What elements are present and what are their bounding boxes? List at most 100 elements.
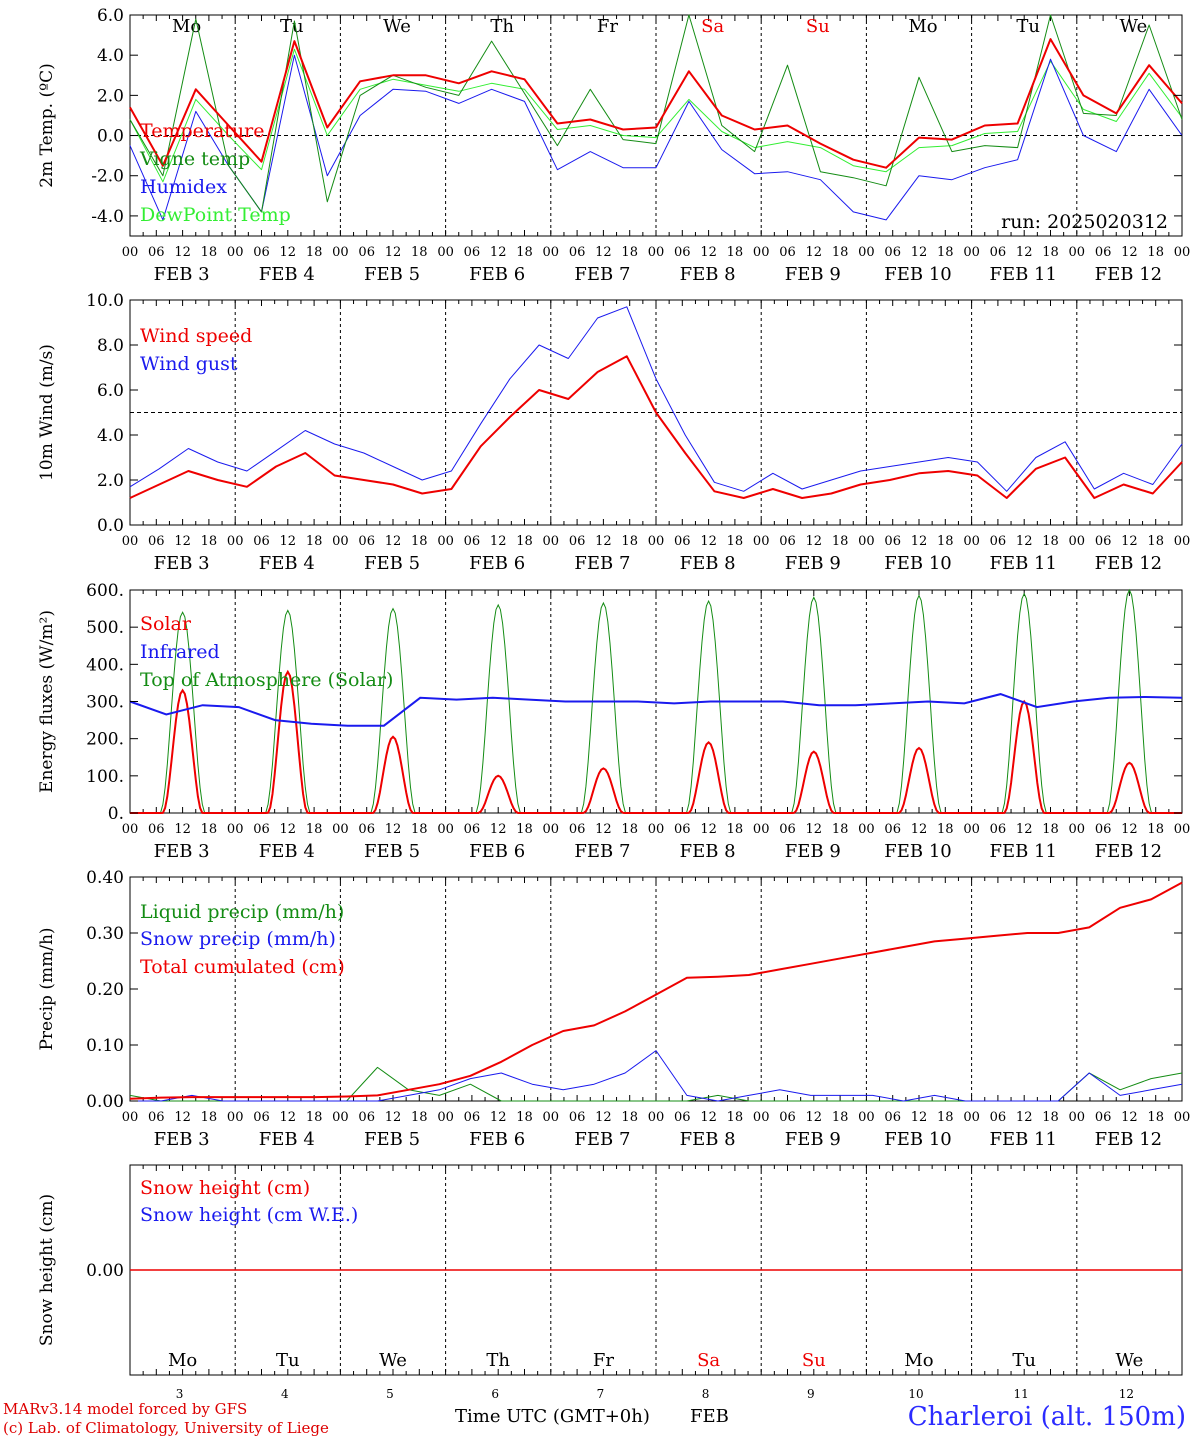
run-annotation: run: 2025020312 [1001,211,1168,233]
hour-tick-label: 00 [332,245,349,260]
hour-tick-label: 06 [358,1110,375,1125]
hour-tick-label: 18 [1042,534,1059,549]
hour-tick-label: 00 [122,822,139,837]
y-tick-label: 6.0 [97,381,124,401]
date-label: FEB 9 [785,264,841,285]
hour-tick-label: 00 [437,534,454,549]
hour-tick-label: 18 [832,534,849,549]
hour-tick-label: 18 [621,534,638,549]
hour-tick-label: 18 [621,245,638,260]
y-tick-label: 0.00 [86,1092,124,1112]
hour-tick-label: 06 [990,534,1007,549]
hour-tick-label: 12 [490,822,507,837]
series-line-dewpoint-temp [129,48,1183,183]
hour-tick-label: 18 [306,245,323,260]
y-tick-label: 0.20 [86,980,124,1000]
hour-tick-label: 00 [122,245,139,260]
hour-tick-label: 06 [884,534,901,549]
hour-tick-label: 00 [963,534,980,549]
hour-tick-label: 06 [1095,534,1112,549]
hour-tick-label: 18 [306,822,323,837]
y-tick-label: 0.0 [97,516,124,536]
hour-tick-label: 00 [648,1110,665,1125]
hour-tick-label: 06 [674,1110,691,1125]
hour-tick-label: 06 [569,822,586,837]
hour-tick-label: 06 [253,245,270,260]
weekday-label: Th [486,1350,510,1371]
hour-tick-label: 00 [227,1110,244,1125]
hour-tick-label: 12 [280,822,297,837]
hour-tick-label: 12 [1016,1110,1033,1125]
hour-tick-label: 12 [1121,534,1138,549]
hour-tick-label: 00 [332,1110,349,1125]
hour-tick-label: 18 [621,822,638,837]
hour-tick-label: 12 [700,1110,717,1125]
hour-tick-label: 18 [306,1110,323,1125]
hour-tick-label: 12 [806,822,823,837]
y-tick-label: 2.0 [97,86,124,106]
hour-tick-label: 00 [753,1110,770,1125]
hour-tick-label: 12 [700,534,717,549]
date-label: FEB 11 [989,553,1056,574]
hour-tick-label: 12 [385,822,402,837]
hour-tick-label: 12 [174,245,191,260]
date-label: FEB 5 [364,553,420,574]
y-tick-label: 0. [108,804,124,824]
station-label: Charleroi (alt. 150m) [907,1402,1186,1432]
hour-tick-label: 12 [1121,822,1138,837]
day-number-label: 7 [597,1387,605,1401]
date-label: FEB 11 [989,264,1056,285]
hour-tick-label: 06 [884,1110,901,1125]
hour-tick-label: 06 [464,822,481,837]
hour-tick-label: 18 [201,534,218,549]
date-label: FEB 7 [574,1129,630,1150]
y-tick-label: 500. [86,618,124,638]
hour-tick-label: 00 [648,822,665,837]
hour-tick-label: 06 [674,822,691,837]
weekday-label: Fr [597,16,618,37]
weekday-label: We [383,16,411,37]
hour-tick-label: 06 [253,822,270,837]
y-axis-3: 600. 500. 400. 300. 200. 100. 0. Energy fluxes … [37,581,1182,824]
hour-tick-label: 06 [990,245,1007,260]
date-label: FEB 8 [680,553,736,574]
hour-tick-label: 06 [779,1110,796,1125]
hour-tick-label: 18 [411,534,428,549]
hour-tick-label: 00 [227,822,244,837]
hour-tick-label: 12 [595,245,612,260]
hour-tick-label: 18 [937,1110,954,1125]
panel-2-frame [129,299,1183,526]
hour-tick-label: 06 [464,245,481,260]
weekday-label: Sa [701,16,724,37]
hour-tick-label: 18 [621,1110,638,1125]
hour-tick-label: 00 [963,1110,980,1125]
y-tick-label: 0.40 [86,868,124,888]
series-line-wind-speed [129,355,1183,499]
y-tick-label: 100. [86,767,124,787]
panel-1-frame [129,14,1183,237]
hour-tick-label: 00 [1174,822,1191,837]
hour-tick-label: 18 [832,1110,849,1125]
hour-tick-label: 00 [122,1110,139,1125]
hour-tick-label: 06 [569,245,586,260]
hour-tick-label: 18 [832,245,849,260]
hour-tick-label: 12 [1016,245,1033,260]
hour-tick-label: 12 [1121,245,1138,260]
hour-tick-label: 18 [516,245,533,260]
hour-tick-label: 12 [490,245,507,260]
date-label: FEB 4 [259,264,315,285]
hour-tick-label: 18 [1042,245,1059,260]
hour-tick-label: 00 [437,1110,454,1125]
hour-tick-label: 06 [779,534,796,549]
hour-tick-label: 12 [1121,1110,1138,1125]
hour-tick-label: 06 [884,245,901,260]
date-label: FEB 6 [469,841,525,862]
legend-entry: Top of Atmosphere (Solar) [140,669,393,691]
hour-tick-label: 18 [306,534,323,549]
model-credit: MARv3.14 model forced by GFS [3,1400,248,1418]
hour-tick-label: 12 [911,245,928,260]
hour-tick-label: 12 [490,1110,507,1125]
date-label: FEB 3 [154,1129,210,1150]
weekday-label: Tu [1016,16,1040,37]
